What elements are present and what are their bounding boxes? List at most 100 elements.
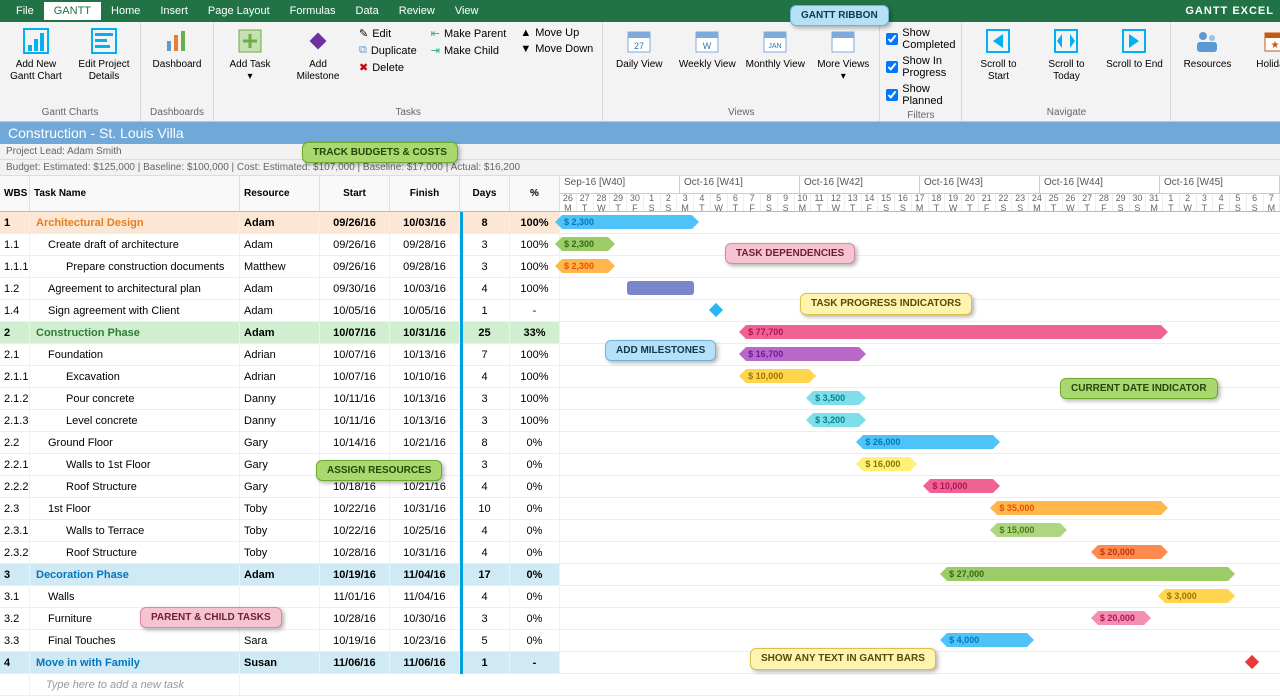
calendar-more-icon: [828, 26, 858, 56]
delete-icon: ✖: [359, 61, 368, 74]
add-milestone-button[interactable]: Add Milestone: [288, 26, 348, 82]
task-row[interactable]: 2.3.2Roof StructureToby10/28/1610/31/164…: [0, 542, 1280, 564]
callout-assign: ASSIGN RESOURCES: [316, 460, 442, 481]
col-wbs[interactable]: WBS: [0, 176, 30, 211]
calendar-day-icon: 27: [624, 26, 654, 56]
project-edit-icon: [89, 26, 119, 56]
callout-bartxt: SHOW ANY TEXT IN GANTT BARS: [750, 648, 936, 670]
task-row[interactable]: 1.2Agreement to architectural planAdam09…: [0, 278, 1280, 300]
edit-project-button[interactable]: Edit Project Details: [74, 26, 134, 82]
daily-view-button[interactable]: 27Daily View: [609, 26, 669, 71]
task-row[interactable]: 2.3.1Walls to TerraceToby10/22/1610/25/1…: [0, 520, 1280, 542]
menu-pagelayout[interactable]: Page Layout: [198, 2, 280, 20]
move-down-button[interactable]: ▼Move Down: [517, 42, 596, 56]
menu-review[interactable]: Review: [389, 2, 445, 20]
show-inprogress-check[interactable]: Show In Progress: [886, 54, 955, 80]
task-add-icon: [235, 26, 265, 56]
indent-left-icon: ⇤: [431, 27, 440, 40]
callout-progress: TASK PROGRESS INDICATORS: [800, 293, 972, 315]
callout-current: CURRENT DATE INDICATOR: [1060, 378, 1218, 399]
chart-add-icon: [21, 26, 51, 56]
calendar-star-icon: ★: [1260, 26, 1280, 56]
task-rows: 1Architectural DesignAdam09/26/1610/03/1…: [0, 212, 1280, 674]
callout-deps: TASK DEPENDENCIES: [725, 243, 855, 264]
show-completed-check[interactable]: Show Completed: [886, 26, 955, 52]
brand: GANTT EXCEL: [1185, 5, 1274, 17]
col-name[interactable]: Task Name: [30, 176, 240, 211]
show-planned-check[interactable]: Show Planned: [886, 82, 955, 108]
callout-budgets: TRACK BUDGETS & COSTS: [302, 142, 458, 163]
task-row[interactable]: 4Move in with FamilySusan11/06/1611/06/1…: [0, 652, 1280, 674]
menu-home[interactable]: Home: [101, 2, 150, 20]
monthly-view-button[interactable]: JANMonthly View: [745, 26, 805, 71]
make-parent-button[interactable]: ⇤Make Parent: [428, 26, 510, 41]
project-budget: Budget: Estimated: $125,000 | Baseline: …: [0, 160, 1280, 176]
resources-button[interactable]: Resources: [1177, 26, 1237, 71]
copy-icon: ⧉: [359, 44, 367, 57]
task-row[interactable]: 1.4Sign agreement with ClientAdam10/05/1…: [0, 300, 1280, 322]
task-row[interactable]: 2.1.3Level concreteDanny10/11/1610/13/16…: [0, 410, 1280, 432]
scroll-end-button[interactable]: Scroll to End: [1104, 26, 1164, 71]
group-dash-label: Dashboards: [147, 105, 207, 121]
arrow-down-icon: ▼: [520, 43, 531, 55]
task-row[interactable]: 2.2.1Walls to 1st FloorGary30%$ 16,000: [0, 454, 1280, 476]
task-row[interactable]: 2.2Ground FloorGary10/14/1610/21/1680%$ …: [0, 432, 1280, 454]
scroll-today-button[interactable]: Scroll to Today: [1036, 26, 1096, 82]
new-task-row[interactable]: Type here to add a new task: [0, 674, 1280, 696]
menu-formulas[interactable]: Formulas: [280, 2, 346, 20]
svg-text:W: W: [703, 41, 712, 51]
add-task-button[interactable]: Add Task ▾: [220, 26, 280, 82]
delete-button[interactable]: ✖Delete: [356, 60, 420, 75]
holidays-button[interactable]: ★Holidays: [1245, 26, 1280, 71]
ribbon: Add New Gantt Chart Edit Project Details…: [0, 22, 1280, 122]
scroll-today-icon: [1051, 26, 1081, 56]
scroll-end-icon: [1119, 26, 1149, 56]
task-row[interactable]: 2.31st FloorToby10/22/1610/31/16100%$ 35…: [0, 498, 1280, 520]
dashboard-icon: [162, 26, 192, 56]
scroll-start-icon: [983, 26, 1013, 56]
make-child-button[interactable]: ⇥Make Child: [428, 43, 510, 58]
task-row[interactable]: 3.1Walls11/01/1611/04/1640%$ 3,000: [0, 586, 1280, 608]
dashboard-button[interactable]: Dashboard: [147, 26, 207, 71]
group-tasks-label: Tasks: [220, 105, 596, 121]
col-resource[interactable]: Resource: [240, 176, 320, 211]
task-row[interactable]: 3.3Final TouchesSara10/19/1610/23/1650%$…: [0, 630, 1280, 652]
menubar: File GANTT Home Insert Page Layout Formu…: [0, 0, 1280, 22]
menu-insert[interactable]: Insert: [150, 2, 198, 20]
group-views-label: Views: [609, 105, 873, 121]
svg-text:27: 27: [634, 41, 644, 51]
col-finish[interactable]: Finish: [390, 176, 460, 211]
task-row[interactable]: 1.1Create draft of architectureAdam09/26…: [0, 234, 1280, 256]
svg-text:JAN: JAN: [769, 43, 782, 50]
col-pct[interactable]: %: [510, 176, 560, 211]
duplicate-button[interactable]: ⧉Duplicate: [356, 43, 420, 58]
group-charts-label: Gantt Charts: [6, 105, 134, 121]
callout-ribbon: GANTT RIBBON: [790, 5, 889, 26]
task-row[interactable]: 1.1.1Prepare construction documentsMatth…: [0, 256, 1280, 278]
task-row[interactable]: 1Architectural DesignAdam09/26/1610/03/1…: [0, 212, 1280, 234]
move-up-button[interactable]: ▲Move Up: [517, 26, 596, 40]
indent-right-icon: ⇥: [431, 44, 440, 57]
menu-gantt[interactable]: GANTT: [44, 2, 101, 20]
edit-task-button[interactable]: ✎Edit: [356, 26, 420, 41]
calendar-month-icon: JAN: [760, 26, 790, 56]
more-views-button[interactable]: More Views ▾: [813, 26, 873, 82]
project-title-bar: Construction - St. Louis Villa: [0, 122, 1280, 144]
people-icon: [1192, 26, 1222, 56]
project-lead: Project Lead: Adam Smith: [0, 144, 1280, 160]
col-days[interactable]: Days: [460, 176, 510, 211]
svg-text:★: ★: [1271, 40, 1280, 51]
task-row[interactable]: 3Decoration PhaseAdam10/19/1611/04/16170…: [0, 564, 1280, 586]
scroll-start-button[interactable]: Scroll to Start: [968, 26, 1028, 82]
pencil-icon: ✎: [359, 27, 368, 40]
task-row[interactable]: 2.2.2Roof StructureGary10/18/1610/21/164…: [0, 476, 1280, 498]
menu-data[interactable]: Data: [346, 2, 389, 20]
menu-view[interactable]: View: [445, 2, 489, 20]
callout-parent: PARENT & CHILD TASKS: [140, 607, 282, 628]
weekly-view-button[interactable]: WWeekly View: [677, 26, 737, 71]
milestone-icon: [303, 26, 333, 56]
add-gantt-button[interactable]: Add New Gantt Chart: [6, 26, 66, 82]
column-header-row: WBS Task Name Resource Start Finish Days…: [0, 176, 1280, 212]
col-start[interactable]: Start: [320, 176, 390, 211]
menu-file[interactable]: File: [6, 2, 44, 20]
